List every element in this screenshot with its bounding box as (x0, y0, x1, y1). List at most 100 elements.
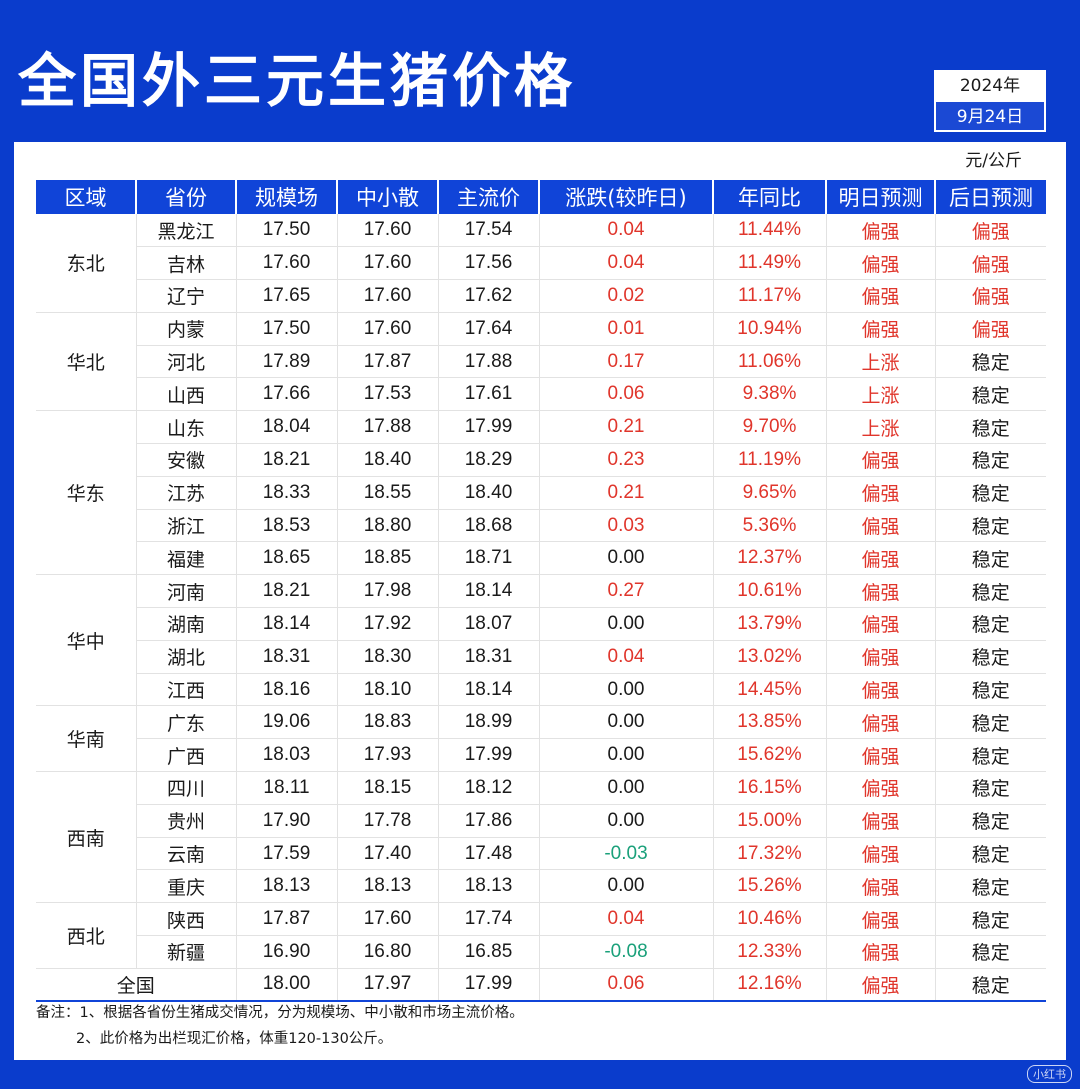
table-row: 山西 17.66 17.53 17.61 0.06 9.38% 上涨 稳定 (36, 377, 1046, 412)
main-price-cell: 18.99 (437, 705, 539, 740)
table-row: 湖北 18.31 18.30 18.31 0.04 13.02% 偏强 稳定 (36, 640, 1046, 674)
tomorrow-forecast-cell: 偏强 (825, 738, 935, 773)
province-cell: 江苏 (135, 476, 236, 510)
total-main-price: 17.99 (437, 968, 539, 1003)
small-farm-cell: 18.85 (336, 541, 438, 576)
main-price-cell: 17.99 (437, 410, 539, 445)
province-cell: 辽宁 (135, 279, 236, 313)
yoy-cell: 15.26% (712, 869, 826, 904)
main-price-cell: 18.14 (437, 574, 539, 609)
table-row: 辽宁 17.65 17.60 17.62 0.02 11.17% 偏强 偏强 (36, 279, 1046, 313)
small-farm-cell: 17.93 (336, 738, 438, 773)
small-farm-cell: 17.60 (336, 279, 438, 313)
unit-label: 元/公斤 (965, 151, 1022, 171)
tomorrow-forecast-cell: 偏强 (825, 509, 935, 543)
tomorrow-forecast-cell: 偏强 (825, 607, 935, 641)
total-large-farm: 18.00 (235, 968, 337, 1003)
change-cell: 0.04 (538, 214, 713, 248)
change-cell: 0.21 (538, 476, 713, 510)
large-farm-cell: 17.50 (235, 214, 337, 248)
province-cell: 广西 (135, 738, 236, 773)
large-farm-cell: 17.60 (235, 246, 337, 281)
after-forecast-cell: 稳定 (934, 509, 1046, 543)
page-title: 全国外三元生猪价格 (18, 47, 577, 115)
change-cell: 0.00 (538, 673, 713, 707)
tomorrow-forecast-cell: 偏强 (825, 279, 935, 313)
after-forecast-cell: 稳定 (934, 804, 1046, 838)
main-price-cell: 17.62 (437, 279, 539, 313)
header-change: 涨跌(较昨日) (538, 180, 713, 214)
change-cell: 0.01 (538, 312, 713, 346)
large-farm-cell: 17.66 (235, 377, 337, 412)
table-row: 安徽 18.21 18.40 18.29 0.23 11.19% 偏强 稳定 (36, 443, 1046, 477)
change-cell: 0.00 (538, 738, 713, 773)
tomorrow-forecast-cell: 偏强 (825, 673, 935, 707)
yoy-cell: 11.19% (712, 443, 826, 477)
small-farm-cell: 17.78 (336, 804, 438, 838)
date-badge: 2024年 9月24日 (934, 70, 1046, 132)
large-farm-cell: 17.89 (235, 345, 337, 379)
total-after-forecast: 稳定 (934, 968, 1046, 1003)
table-row: 广西 18.03 17.93 17.99 0.00 15.62% 偏强 稳定 (36, 738, 1046, 773)
large-farm-cell: 18.04 (235, 410, 337, 445)
yoy-cell: 12.37% (712, 541, 826, 576)
after-forecast-cell: 稳定 (934, 574, 1046, 609)
total-small-farm: 17.97 (336, 968, 438, 1003)
main-price-cell: 17.74 (437, 902, 539, 937)
tomorrow-forecast-cell: 偏强 (825, 640, 935, 674)
small-farm-cell: 18.40 (336, 443, 438, 477)
after-forecast-cell: 稳定 (934, 705, 1046, 740)
total-row: 全国 18.00 17.97 17.99 0.06 12.16% 偏强 稳定 (36, 968, 1046, 1003)
region-cell: 华北 (36, 312, 136, 412)
table-row: 华南 广东 19.06 18.83 18.99 0.00 13.85% 偏强 稳定 (36, 705, 1046, 773)
province-cell: 浙江 (135, 509, 236, 543)
yoy-cell: 5.36% (712, 509, 826, 543)
after-forecast-cell: 偏强 (934, 214, 1046, 248)
large-farm-cell: 18.21 (235, 574, 337, 609)
table-row: 云南 17.59 17.40 17.48 -0.03 17.32% 偏强 稳定 (36, 837, 1046, 871)
main-price-cell: 18.71 (437, 541, 539, 576)
tomorrow-forecast-cell: 偏强 (825, 246, 935, 281)
small-farm-cell: 18.80 (336, 509, 438, 543)
header-main-price: 主流价 (437, 180, 539, 214)
large-farm-cell: 17.90 (235, 804, 337, 838)
large-farm-cell: 18.53 (235, 509, 337, 543)
change-cell: 0.00 (538, 771, 713, 805)
change-cell: 0.02 (538, 279, 713, 313)
main-price-cell: 17.48 (437, 837, 539, 871)
tomorrow-forecast-cell: 偏强 (825, 804, 935, 838)
small-farm-cell: 18.15 (336, 771, 438, 805)
yoy-cell: 17.32% (712, 837, 826, 871)
header-yoy: 年同比 (712, 180, 826, 214)
yoy-cell: 12.33% (712, 935, 826, 969)
table-header-row: 区域 省份 规模场 中小散 主流价 涨跌(较昨日) 年同比 明日预测 后日预测 (36, 180, 1046, 214)
small-farm-cell: 17.60 (336, 214, 438, 248)
province-cell: 江西 (135, 673, 236, 707)
main-price-cell: 17.99 (437, 738, 539, 773)
tomorrow-forecast-cell: 偏强 (825, 902, 935, 937)
after-forecast-cell: 稳定 (934, 345, 1046, 379)
after-forecast-cell: 稳定 (934, 541, 1046, 576)
tomorrow-forecast-cell: 偏强 (825, 771, 935, 805)
province-cell: 广东 (135, 705, 236, 740)
main-price-cell: 17.88 (437, 345, 539, 379)
small-farm-cell: 18.55 (336, 476, 438, 510)
table-row: 湖南 18.14 17.92 18.07 0.00 13.79% 偏强 稳定 (36, 607, 1046, 641)
after-forecast-cell: 稳定 (934, 738, 1046, 773)
after-forecast-cell: 稳定 (934, 443, 1046, 477)
province-cell: 新疆 (135, 935, 236, 969)
after-forecast-cell: 稳定 (934, 410, 1046, 445)
table-row: 浙江 18.53 18.80 18.68 0.03 5.36% 偏强 稳定 (36, 509, 1046, 543)
table-row: 东北 黑龙江 17.50 17.60 17.54 0.04 11.44% 偏强 偏强 (36, 214, 1046, 313)
province-cell: 黑龙江 (135, 214, 236, 248)
change-cell: 0.27 (538, 574, 713, 609)
large-farm-cell: 18.16 (235, 673, 337, 707)
table-row: 华中 河南 18.21 17.98 18.14 0.27 10.61% 偏强 稳定 (36, 574, 1046, 707)
large-farm-cell: 18.03 (235, 738, 337, 773)
large-farm-cell: 18.65 (235, 541, 337, 576)
province-cell: 四川 (135, 771, 236, 805)
header-after-tomorrow: 后日预测 (934, 180, 1046, 214)
province-cell: 湖南 (135, 607, 236, 641)
yoy-cell: 9.65% (712, 476, 826, 510)
province-cell: 河南 (135, 574, 236, 609)
